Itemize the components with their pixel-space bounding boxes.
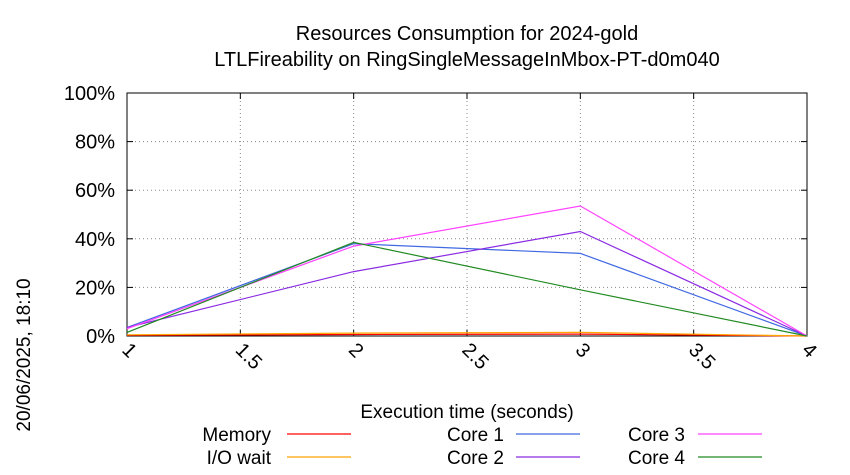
series-line-i-o-wait: [126, 331, 808, 337]
legend-label-core-1: Core 1: [447, 425, 504, 446]
x-tick-label: 2.5: [457, 339, 492, 374]
y-axis: 0% 20% 40% 60% 80% 100%: [64, 83, 807, 348]
x-tick-label: 3.5: [684, 339, 719, 374]
series-line-core-1: [126, 243, 808, 337]
y-tick-label: 40%: [75, 229, 115, 251]
chart-subtitle: LTLFireability on RingSingleMessageInMbo…: [214, 49, 719, 71]
series-line-core-4: [126, 241, 808, 337]
chart-title: Resources Consumption for 2024-gold: [296, 23, 638, 45]
legend-label-memory: Memory: [202, 425, 271, 446]
legend-label-core-2: Core 2: [447, 448, 504, 469]
legend-label-core-4: Core 4: [628, 448, 685, 469]
series-line-memory: [126, 333, 808, 337]
x-tick-label: 2: [344, 339, 367, 362]
x-tick-label: 1: [117, 339, 140, 362]
grid-lines: [127, 93, 807, 336]
series-lines: [126, 205, 808, 337]
series-line-core-2: [126, 230, 808, 337]
x-tick-label: 4: [797, 339, 820, 362]
y-tick-label: 100%: [64, 83, 115, 105]
y-tick-label: 80%: [75, 132, 115, 154]
x-tick-label: 1.5: [231, 339, 266, 374]
y-tick-label: 0%: [86, 326, 115, 348]
x-axis-label: Execution time (seconds): [360, 402, 573, 423]
x-axis: 1 1.5 2 2.5 3 3.5 4: [117, 93, 821, 374]
series-line-core-3: [126, 205, 808, 337]
x-tick-label: 3: [571, 339, 594, 362]
y-tick-label: 20%: [75, 277, 115, 299]
y-tick-label: 60%: [75, 180, 115, 202]
timestamp-label: 20/06/2025, 18:10: [14, 278, 35, 431]
legend-label-i-o-wait: I/O wait: [207, 448, 272, 469]
legend-label-core-3: Core 3: [628, 425, 685, 446]
